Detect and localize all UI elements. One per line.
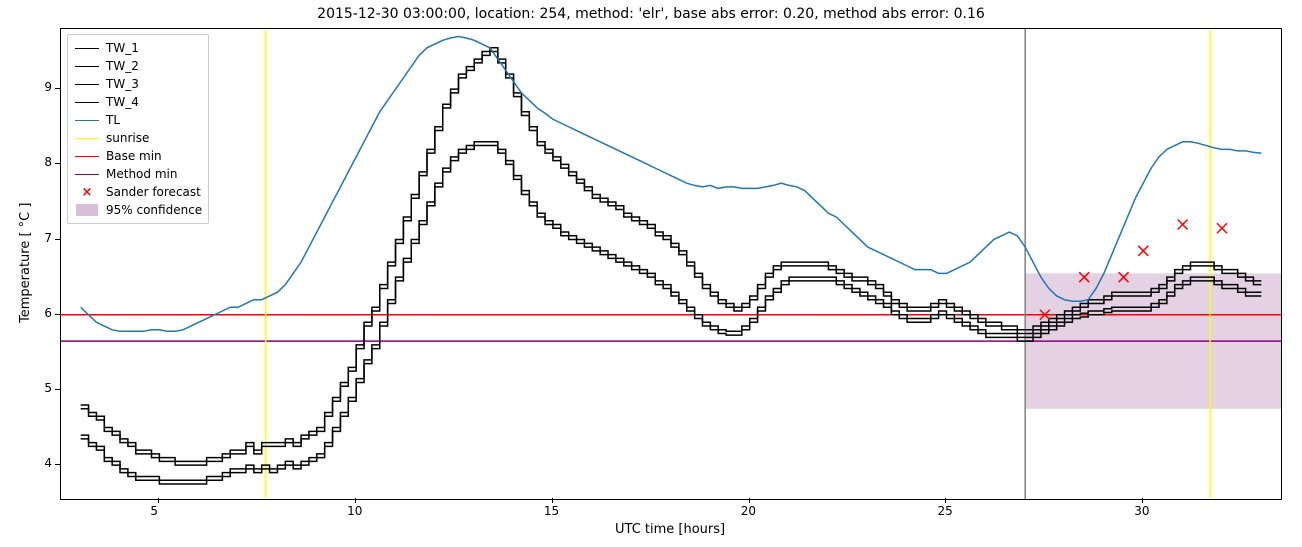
sander-point-5 bbox=[1217, 223, 1227, 233]
legend-label: 95% confidence bbox=[106, 203, 202, 217]
ytick-label: 6 bbox=[44, 306, 52, 320]
xtick-mark bbox=[552, 498, 553, 503]
figure: 2015-12-30 03:00:00, location: 254, meth… bbox=[0, 0, 1302, 547]
ytick-mark bbox=[55, 314, 60, 315]
legend-item: TW_3 bbox=[74, 75, 202, 93]
legend-swatch bbox=[74, 66, 100, 67]
ytick-label: 5 bbox=[44, 381, 52, 395]
legend-item: sunrise bbox=[74, 129, 202, 147]
ytick-label: 7 bbox=[44, 231, 52, 245]
legend-swatch bbox=[74, 138, 100, 139]
xtick-label: 5 bbox=[150, 504, 158, 518]
legend-label: TW_3 bbox=[106, 77, 139, 91]
sander-point-4 bbox=[1178, 220, 1188, 230]
legend-swatch bbox=[74, 48, 100, 49]
legend-swatch bbox=[74, 204, 100, 216]
xtick-label: 20 bbox=[741, 504, 756, 518]
legend-item: TW_1 bbox=[74, 39, 202, 57]
legend-swatch bbox=[74, 120, 100, 121]
ytick-mark bbox=[55, 163, 60, 164]
xtick-label: 15 bbox=[544, 504, 559, 518]
x-axis-label: UTC time [hours] bbox=[615, 522, 725, 537]
legend-label: Method min bbox=[106, 167, 177, 181]
xtick-mark bbox=[1142, 498, 1143, 503]
legend-label: sunrise bbox=[106, 131, 149, 145]
ytick-mark bbox=[55, 88, 60, 89]
ytick-label: 4 bbox=[44, 456, 52, 470]
ytick-mark bbox=[55, 464, 60, 465]
legend-swatch: × bbox=[74, 185, 100, 200]
axes: TW_1 TW_2 TW_3 TW_4 TL sunrise Base min Method … bbox=[60, 28, 1282, 500]
plot-area bbox=[61, 29, 1281, 499]
legend-item: Base min bbox=[74, 147, 202, 165]
legend-swatch bbox=[74, 84, 100, 85]
legend-label: TW_1 bbox=[106, 41, 139, 55]
ytick-mark bbox=[55, 239, 60, 240]
legend-label: TW_2 bbox=[106, 59, 139, 73]
legend-label: Sander forecast bbox=[106, 185, 201, 199]
legend-swatch bbox=[74, 174, 100, 175]
legend-item: TL bbox=[74, 111, 202, 129]
legend-item: Method min bbox=[74, 165, 202, 183]
xtick-mark bbox=[355, 498, 356, 503]
legend-item: TW_4 bbox=[74, 93, 202, 111]
sander-point-3 bbox=[1138, 246, 1148, 256]
xtick-mark bbox=[749, 498, 750, 503]
legend-swatch bbox=[74, 102, 100, 103]
legend-label: TW_4 bbox=[106, 95, 139, 109]
ytick-mark bbox=[55, 389, 60, 390]
ytick-label: 9 bbox=[44, 80, 52, 94]
legend-item: × Sander forecast bbox=[74, 183, 202, 201]
ytick-label: 8 bbox=[44, 155, 52, 169]
xtick-mark bbox=[158, 498, 159, 503]
xtick-label: 10 bbox=[347, 504, 362, 518]
legend-label: TL bbox=[106, 113, 120, 127]
legend-swatch bbox=[74, 156, 100, 157]
legend: TW_1 TW_2 TW_3 TW_4 TL sunrise Base min Method … bbox=[67, 34, 209, 224]
xtick-label: 30 bbox=[1134, 504, 1149, 518]
xtick-label: 25 bbox=[937, 504, 952, 518]
legend-label: Base min bbox=[106, 149, 162, 163]
xtick-mark bbox=[945, 498, 946, 503]
y-axis-label: Temperature [ °C ] bbox=[18, 203, 33, 323]
legend-item: TW_2 bbox=[74, 57, 202, 75]
legend-item: 95% confidence bbox=[74, 201, 202, 219]
chart-title: 2015-12-30 03:00:00, location: 254, meth… bbox=[0, 6, 1302, 22]
